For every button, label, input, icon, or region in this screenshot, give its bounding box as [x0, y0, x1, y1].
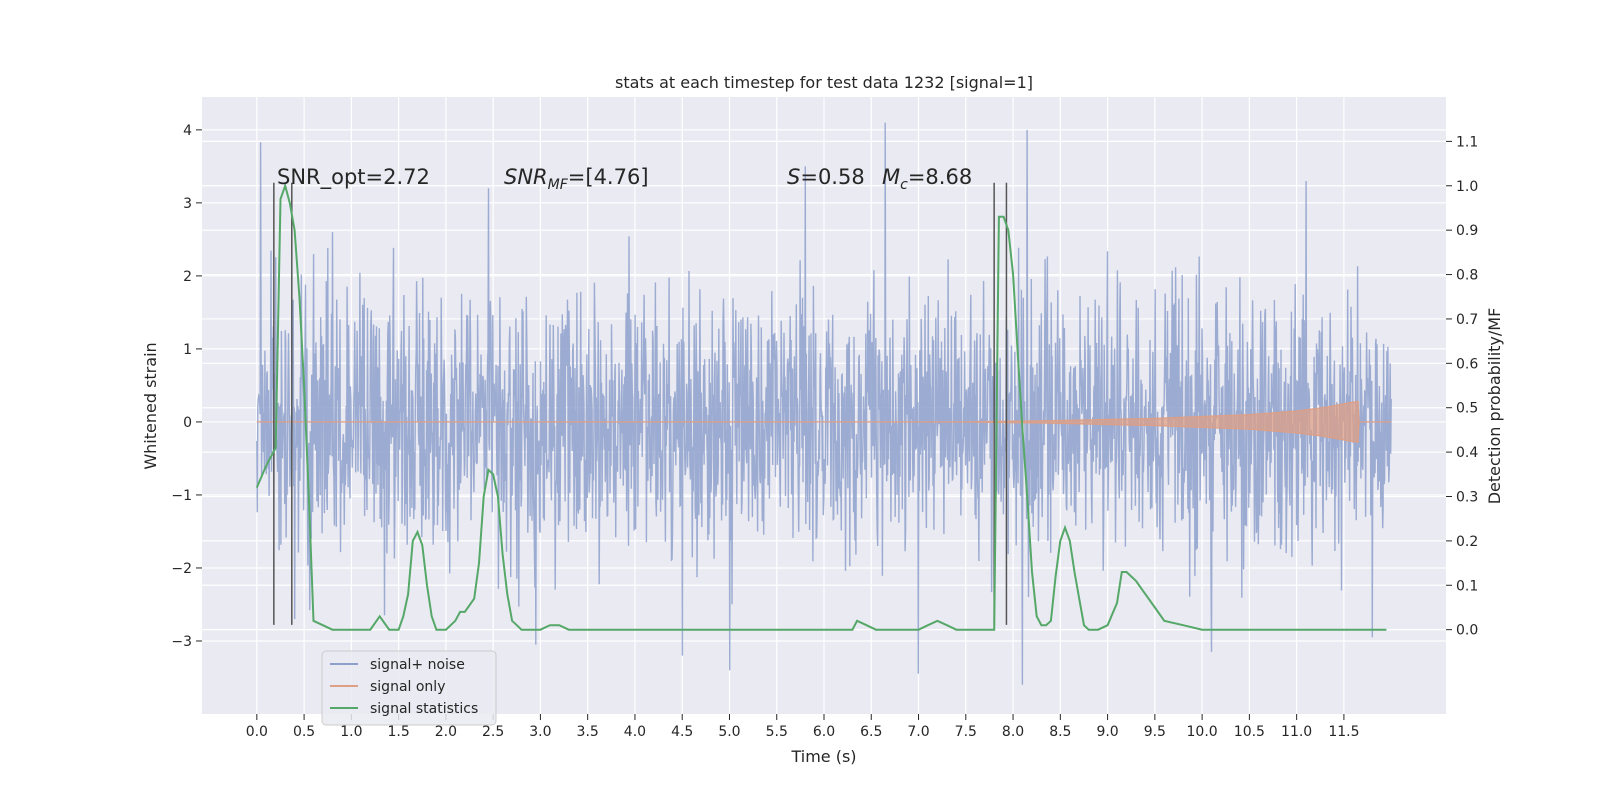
y-axis-label: Whitened strain	[141, 342, 160, 469]
x-tick-label: 9.5	[1144, 724, 1166, 740]
x-tick-label: 6.5	[860, 724, 882, 740]
x-tick-label: 11.0	[1281, 724, 1312, 740]
statistics-layer	[255, 182, 1387, 631]
y2-tick-label: 1.1	[1456, 134, 1478, 150]
x-tick-label: 2.0	[435, 724, 457, 740]
signal-only-layer	[256, 400, 1392, 444]
mc-value: =8.68	[908, 165, 972, 189]
y2-axis-label: Detection probability/MF	[1485, 308, 1504, 505]
y2-tick-label: 1.0	[1456, 179, 1478, 195]
legend-label-noise: signal+ noise	[370, 657, 465, 673]
x-tick-label: 4.5	[671, 724, 693, 740]
y2-tick-label: 0.3	[1456, 489, 1478, 505]
x-tick-label: 9.0	[1096, 724, 1118, 740]
x-tick-label: 1.5	[387, 724, 409, 740]
x-tick-label: 7.5	[955, 724, 977, 740]
snr-mf-value: =[4.76]	[568, 165, 649, 189]
x-axis-label: Time (s)	[790, 747, 856, 766]
x-tick-label: 0.0	[246, 724, 268, 740]
legend-label-signal: signal only	[370, 679, 445, 695]
y2-tick-label: 0.4	[1456, 445, 1478, 461]
x-tick-label: 0.5	[293, 724, 315, 740]
mc-subscript: c	[900, 177, 908, 193]
y-tick-label: −1	[171, 488, 192, 504]
x-tick-label: 4.0	[624, 724, 646, 740]
bottom-axis-ticks: 0.0 0.5 1.0 1.5 2.0 2.5 3.0 3.5 4.0 4.5 5.0 5.5 6.0 6…	[246, 714, 1359, 740]
x-tick-label: 8.5	[1049, 724, 1071, 740]
s-symbol: S	[787, 165, 800, 189]
chart-title: stats at each timestep for test data 123…	[615, 73, 1033, 92]
y2-tick-label: 0.5	[1456, 401, 1478, 417]
snr-mf-symbol: SNR	[504, 165, 548, 189]
x-tick-label: 5.0	[718, 724, 740, 740]
annotation-mc: Mc=8.68	[882, 165, 972, 193]
mc-symbol: M	[882, 165, 900, 189]
annotation-s: S=0.58	[787, 165, 865, 189]
series-line-signal-noise	[256, 122, 1392, 685]
y-tick-label: −2	[171, 561, 192, 577]
series-area-signal-only	[256, 400, 1392, 444]
y2-tick-label: 0.9	[1456, 223, 1478, 239]
y2-tick-label: 0.1	[1456, 578, 1478, 594]
x-tick-label: 11.5	[1328, 724, 1359, 740]
y2-tick-label: 0.0	[1456, 623, 1478, 639]
y2-tick-label: 0.8	[1456, 268, 1478, 284]
y-tick-label: 3	[183, 196, 192, 212]
x-tick-label: 8.0	[1002, 724, 1024, 740]
y-tick-label: 4	[183, 123, 192, 139]
y2-tick-label: 0.7	[1456, 312, 1478, 328]
y-tick-label: 1	[183, 342, 192, 358]
legend-label-statistics: signal statistics	[370, 701, 478, 717]
y2-tick-label: 0.6	[1456, 356, 1478, 372]
x-tick-label: 6.0	[813, 724, 835, 740]
x-tick-label: 3.0	[529, 724, 551, 740]
x-tick-label: 2.5	[482, 724, 504, 740]
noise-layer	[256, 122, 1392, 685]
annotation-snr-opt: SNR_opt=2.72	[277, 165, 430, 190]
y2-tick-label: 0.2	[1456, 534, 1478, 550]
x-tick-label: 10.0	[1187, 724, 1218, 740]
y-tick-label: 0	[183, 415, 192, 431]
series-line-signal-statistics	[255, 182, 1387, 631]
x-tick-label: 7.0	[907, 724, 929, 740]
x-tick-label: 5.5	[766, 724, 788, 740]
right-axis-ticks: 1.1 1.0 0.9 0.8 0.7 0.6 0.5 0.4 0.3 0.2 0.1 0.0	[1446, 134, 1478, 639]
y-tick-label: 2	[183, 269, 192, 285]
left-axis-ticks: 4 3 2 1 0 −1 −2 −3	[171, 123, 202, 650]
x-tick-label: 1.0	[340, 724, 362, 740]
legend: signal+ noise signal only signal statist…	[321, 650, 497, 726]
s-value: =0.58	[800, 165, 864, 189]
snr-mf-subscript: MF	[548, 177, 569, 193]
x-tick-label: 3.5	[577, 724, 599, 740]
legend-box	[321, 650, 497, 726]
annotation-snr-mf: SNRMF=[4.76]	[504, 165, 649, 193]
y-tick-label: −3	[171, 634, 192, 650]
x-tick-label: 10.5	[1234, 724, 1265, 740]
